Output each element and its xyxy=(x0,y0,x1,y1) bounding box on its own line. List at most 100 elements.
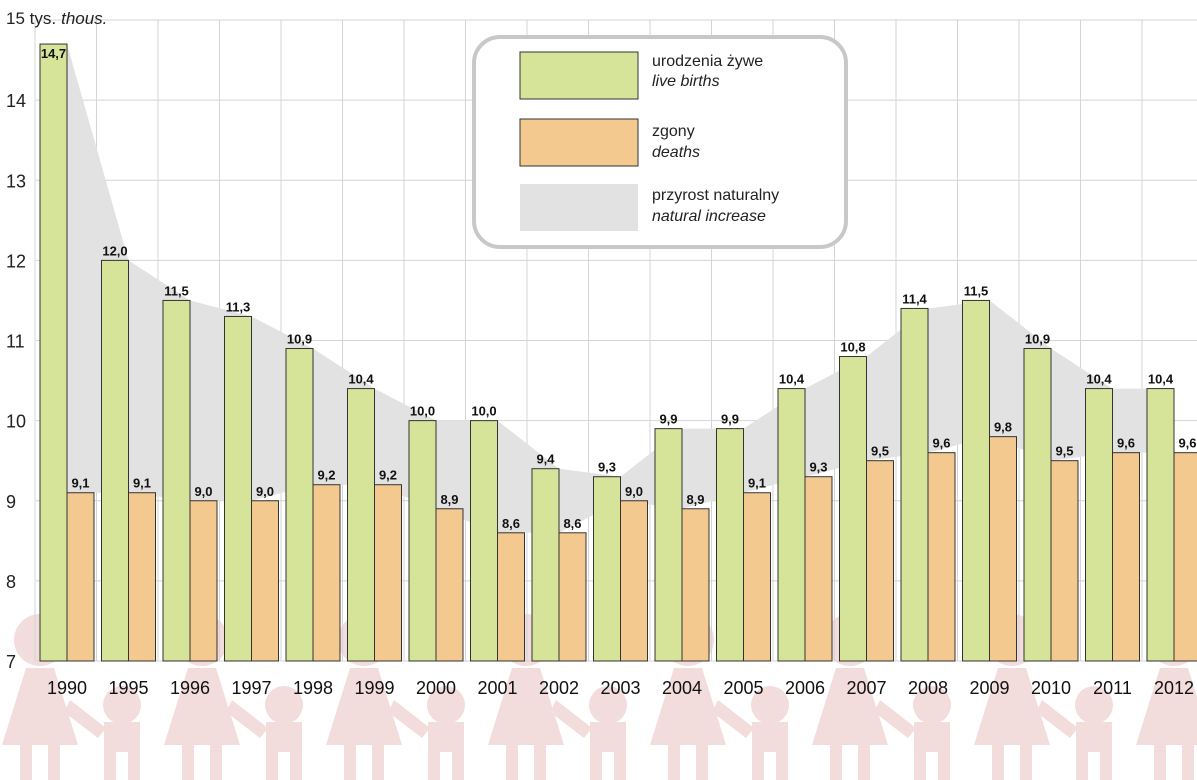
data-label-deaths: 9,5 xyxy=(1055,444,1073,459)
data-label-deaths: 8,6 xyxy=(502,516,520,531)
legend-label-natural-increase: przyrost naturalny xyxy=(652,187,779,204)
x-tick-label: 2000 xyxy=(416,678,456,698)
person-silhouette xyxy=(2,614,141,780)
data-label-live-births: 10,0 xyxy=(471,404,496,419)
legend: urodzenia żywe live births zgony deaths … xyxy=(472,35,848,249)
bar-deaths xyxy=(558,532,587,662)
unit-label-pl: 15 tys. xyxy=(6,9,56,28)
x-tick-label: 2011 xyxy=(1093,678,1132,698)
data-label-live-births: 12,0 xyxy=(102,243,127,258)
legend-label-deaths: zgony xyxy=(652,123,695,140)
legend-label-live-births-en: live births xyxy=(652,73,720,90)
x-tick-label: 2006 xyxy=(785,678,825,698)
bar-live-births xyxy=(777,388,806,662)
bar-live-births xyxy=(1023,348,1052,662)
data-label-live-births: 9,9 xyxy=(659,412,677,427)
bar-live-births xyxy=(962,299,990,662)
bar-deaths xyxy=(681,508,710,662)
data-label-deaths: 9,2 xyxy=(379,468,397,483)
bar-live-births xyxy=(839,356,867,662)
data-label-deaths: 9,1 xyxy=(133,476,151,491)
data-label-deaths: 9,0 xyxy=(194,484,212,499)
data-label-deaths: 9,8 xyxy=(994,420,1012,435)
x-tick-label: 2009 xyxy=(969,678,1009,698)
bar-deaths xyxy=(251,500,279,662)
bar-live-births xyxy=(654,428,683,662)
natural-increase-area xyxy=(67,44,1174,533)
x-axis: 1990 1995 1996 1997 1998 1999 2000 2001 2002 2003… xyxy=(47,678,1194,698)
data-label-deaths: 9,2 xyxy=(317,468,335,483)
bar-live-births xyxy=(716,428,744,662)
bar-live-births xyxy=(39,43,68,662)
bar-live-births xyxy=(162,299,191,662)
data-label-live-births: 11,3 xyxy=(226,299,251,314)
data-label-deaths: 8,9 xyxy=(686,492,704,507)
legend-swatch-live-births xyxy=(519,51,639,100)
x-tick-label: 2003 xyxy=(600,678,640,698)
bar-live-births xyxy=(347,388,375,662)
x-tick-label: 2005 xyxy=(723,678,763,698)
bar-deaths xyxy=(312,484,341,662)
data-label-live-births: 10,4 xyxy=(1148,372,1174,387)
bar-deaths xyxy=(1173,452,1197,662)
bar-live-births xyxy=(101,259,129,662)
bar-live-births xyxy=(285,348,314,662)
data-labels: 14,7 9,1 12,0 9,1 11,5 9,0 11,3 9,0 10,9 9,2 10,4 9… xyxy=(41,46,1197,531)
data-label-deaths: 9,1 xyxy=(748,476,766,491)
legend-swatch-natural-increase xyxy=(520,184,638,231)
legend-label-deaths-en: deaths xyxy=(652,144,700,161)
x-tick-label: 2001 xyxy=(477,678,517,698)
bar-deaths xyxy=(620,500,648,662)
x-tick-label: 2004 xyxy=(662,678,702,698)
bar-live-births xyxy=(408,420,437,662)
bar-deaths xyxy=(189,500,218,662)
data-label-live-births: 10,4 xyxy=(1086,372,1112,387)
bar-deaths xyxy=(1050,460,1079,662)
bar-deaths xyxy=(128,492,156,662)
bar-live-births xyxy=(531,468,560,662)
x-tick-label: 2002 xyxy=(539,678,579,698)
bars xyxy=(39,43,1197,662)
x-tick-label: 2010 xyxy=(1031,678,1071,698)
x-tick-label: 1996 xyxy=(170,678,210,698)
bar-deaths xyxy=(1112,452,1140,662)
data-label-deaths: 9,6 xyxy=(932,436,950,451)
x-tick-label: 1995 xyxy=(108,678,148,698)
legend-label-live-births: urodzenia żywe xyxy=(652,53,763,70)
y-tick-label: 11 xyxy=(6,332,25,352)
y-tick-label: 10 xyxy=(6,412,26,432)
bar-live-births xyxy=(224,315,252,662)
bar-deaths xyxy=(804,476,833,662)
data-label-live-births: 10,9 xyxy=(1025,332,1050,347)
data-label-live-births: 10,8 xyxy=(840,340,865,355)
data-label-deaths: 9,1 xyxy=(71,476,89,491)
data-label-deaths: 9,0 xyxy=(256,484,274,499)
bar-live-births xyxy=(1146,388,1175,662)
data-label-live-births: 10,0 xyxy=(410,404,435,419)
y-axis: 7 8 9 10 11 12 13 14 xyxy=(6,91,26,672)
data-label-deaths: 8,9 xyxy=(440,492,458,507)
y-tick-label: 9 xyxy=(6,492,16,512)
data-label-deaths: 8,6 xyxy=(563,516,581,531)
bar-deaths xyxy=(743,492,771,662)
data-label-live-births: 11,5 xyxy=(164,283,189,298)
data-label-live-births: 9,9 xyxy=(721,412,739,427)
bar-live-births xyxy=(900,307,929,662)
y-tick-label: 13 xyxy=(6,171,26,191)
data-label-deaths: 9,3 xyxy=(809,460,827,475)
unit-label: 15 tys. thous. xyxy=(6,9,107,28)
data-label-live-births: 11,5 xyxy=(964,283,989,298)
data-label-deaths: 9,5 xyxy=(871,444,889,459)
x-tick-label: 1990 xyxy=(47,678,87,698)
x-tick-label: 1998 xyxy=(293,678,333,698)
x-tick-label: 1997 xyxy=(231,678,271,698)
bar-deaths xyxy=(374,484,402,662)
bar-deaths xyxy=(866,460,894,662)
bar-deaths xyxy=(435,508,464,662)
x-tick-label: 2008 xyxy=(908,678,948,698)
data-label-live-births: 11,4 xyxy=(902,291,927,306)
legend-label-natural-increase-en: natural increase xyxy=(652,208,766,225)
data-label-live-births: 10,4 xyxy=(348,372,374,387)
bar-live-births xyxy=(593,476,621,662)
